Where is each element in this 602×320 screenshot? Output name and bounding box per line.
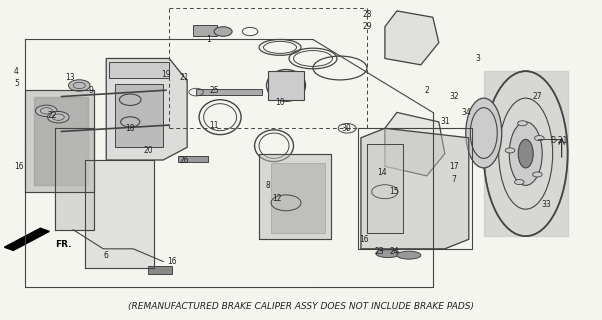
Polygon shape	[259, 154, 331, 239]
Text: 6: 6	[104, 251, 109, 260]
Ellipse shape	[376, 250, 400, 258]
Text: 13: 13	[66, 73, 75, 82]
Polygon shape	[367, 144, 403, 233]
Polygon shape	[385, 112, 445, 176]
Ellipse shape	[509, 122, 542, 185]
Ellipse shape	[518, 140, 533, 168]
Text: 20: 20	[143, 146, 153, 155]
Text: 33: 33	[542, 200, 551, 209]
Text: 18: 18	[125, 124, 135, 133]
Text: 11: 11	[209, 121, 219, 130]
Text: 16: 16	[14, 162, 24, 171]
Polygon shape	[106, 59, 187, 160]
Text: 1: 1	[206, 35, 211, 44]
Text: B-21: B-21	[550, 136, 567, 146]
Text: 4: 4	[14, 67, 19, 76]
Text: 31: 31	[440, 117, 450, 126]
Text: 32: 32	[449, 92, 459, 101]
Bar	[268, 71, 304, 100]
Text: 19: 19	[161, 70, 171, 79]
Text: 34: 34	[461, 108, 471, 117]
Text: (REMANUFACTURED BRAKE CALIPER ASSY DOES NOT INCLUDE BRAKE PADS): (REMANUFACTURED BRAKE CALIPER ASSY DOES …	[128, 302, 474, 311]
Text: 10: 10	[275, 99, 285, 108]
Polygon shape	[55, 128, 95, 230]
Text: 30: 30	[341, 124, 351, 133]
Bar	[178, 156, 208, 162]
Text: 29: 29	[362, 22, 371, 31]
Polygon shape	[385, 11, 439, 65]
Polygon shape	[4, 228, 49, 251]
Polygon shape	[25, 90, 95, 192]
Bar	[196, 89, 262, 95]
Circle shape	[214, 27, 232, 36]
Text: 2: 2	[424, 86, 429, 95]
Circle shape	[518, 121, 527, 126]
Polygon shape	[361, 128, 469, 249]
Text: 22: 22	[48, 111, 57, 120]
Text: 23: 23	[374, 247, 383, 257]
Circle shape	[69, 80, 90, 91]
Circle shape	[505, 148, 515, 153]
Circle shape	[36, 105, 57, 116]
Bar	[109, 62, 169, 77]
Text: 7: 7	[452, 174, 456, 184]
Text: 17: 17	[449, 162, 459, 171]
Text: 5: 5	[14, 79, 19, 88]
Text: 12: 12	[272, 194, 282, 203]
Text: 16: 16	[167, 257, 177, 266]
Text: 16: 16	[359, 235, 369, 244]
Text: 26: 26	[179, 156, 189, 164]
Circle shape	[535, 136, 544, 141]
Bar	[193, 25, 217, 36]
Circle shape	[48, 111, 69, 123]
Text: 8: 8	[265, 181, 270, 190]
Ellipse shape	[466, 98, 501, 168]
Polygon shape	[484, 71, 568, 236]
Polygon shape	[85, 160, 154, 268]
Text: 28: 28	[362, 10, 371, 19]
Polygon shape	[34, 97, 88, 185]
Text: 25: 25	[209, 86, 219, 95]
Text: 24: 24	[389, 247, 399, 257]
Text: 9: 9	[89, 86, 94, 95]
Text: 27: 27	[533, 92, 542, 101]
Text: 14: 14	[377, 168, 386, 177]
Text: FR.: FR.	[55, 240, 72, 249]
Bar	[271, 163, 325, 233]
Circle shape	[533, 172, 542, 177]
Bar	[148, 266, 172, 274]
Text: 21: 21	[179, 73, 189, 82]
Text: 15: 15	[389, 187, 399, 196]
Circle shape	[515, 180, 524, 185]
Bar	[115, 84, 163, 147]
Text: 3: 3	[476, 54, 480, 63]
Ellipse shape	[397, 251, 421, 259]
